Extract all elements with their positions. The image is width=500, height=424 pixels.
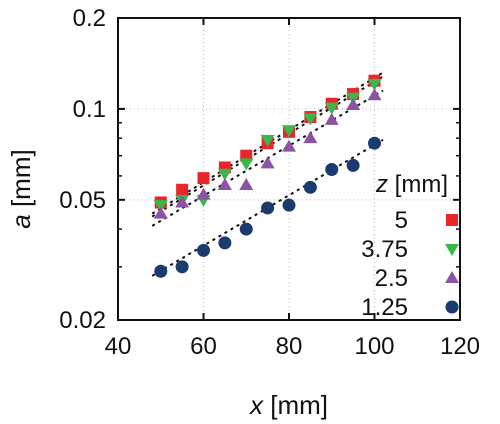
legend-label: 3.75 bbox=[361, 236, 408, 263]
y-tick-label: 0.2 bbox=[73, 5, 106, 32]
data-point bbox=[303, 180, 317, 194]
legend-marker bbox=[445, 271, 459, 283]
y-tick-label: 0.02 bbox=[59, 307, 106, 334]
data-point bbox=[153, 206, 168, 219]
data-point bbox=[217, 177, 232, 190]
data-point bbox=[196, 187, 211, 200]
data-point bbox=[260, 134, 275, 147]
legend-marker bbox=[446, 214, 458, 226]
y-axis-unit: [mm] bbox=[6, 149, 36, 214]
grid bbox=[118, 18, 460, 320]
legend-title: z [mm] bbox=[375, 171, 448, 198]
axis-ticks: 40 60 80 100 120 0.02 0.05 0.1 0.2 bbox=[59, 5, 480, 360]
data-point bbox=[346, 98, 361, 111]
data-point bbox=[239, 222, 253, 236]
data-point bbox=[175, 260, 189, 274]
x-axis-variable: x bbox=[248, 390, 264, 420]
fit-lines bbox=[151, 71, 384, 277]
x-tick-label: 40 bbox=[105, 333, 132, 360]
data-markers bbox=[153, 74, 382, 278]
data-point bbox=[175, 195, 190, 208]
data-point bbox=[325, 163, 339, 177]
legend-marker bbox=[445, 244, 459, 256]
data-point bbox=[239, 158, 254, 171]
y-axis-label: a [mm] bbox=[6, 149, 36, 228]
x-tick-label: 100 bbox=[354, 333, 394, 360]
data-point bbox=[324, 102, 339, 115]
legend-title-unit: [mm] bbox=[388, 171, 448, 198]
data-point bbox=[239, 177, 254, 190]
data-point bbox=[282, 139, 296, 152]
y-tick-label: 0.05 bbox=[59, 187, 106, 214]
data-point bbox=[197, 243, 210, 257]
legend: z [mm] 53.752.51.25 bbox=[361, 171, 459, 321]
data-point bbox=[217, 168, 232, 181]
data-point bbox=[346, 158, 360, 172]
legend-title-variable: z bbox=[375, 171, 388, 198]
data-point bbox=[176, 183, 189, 196]
data-point bbox=[368, 136, 381, 150]
x-axis-unit: [mm] bbox=[263, 390, 328, 420]
x-tick-label: 80 bbox=[276, 333, 303, 360]
y-tick-label: 0.1 bbox=[73, 96, 106, 123]
data-point bbox=[324, 112, 339, 125]
legend-label: 1.25 bbox=[361, 294, 408, 321]
data-point bbox=[303, 113, 318, 126]
data-point bbox=[260, 156, 275, 169]
data-point bbox=[367, 78, 382, 91]
data-point bbox=[197, 172, 210, 185]
x-tick-label: 60 bbox=[190, 333, 217, 360]
y-axis-variable: a bbox=[6, 214, 36, 228]
data-point bbox=[261, 201, 275, 215]
data-point bbox=[282, 198, 296, 212]
data-point bbox=[153, 200, 168, 213]
data-point bbox=[367, 88, 382, 101]
data-point bbox=[218, 236, 232, 250]
data-point bbox=[303, 131, 318, 144]
legend-label: 2.5 bbox=[375, 265, 408, 292]
legend-marker bbox=[445, 300, 459, 314]
x-axis-label: x [mm] bbox=[248, 390, 328, 420]
legend-label: 5 bbox=[395, 207, 408, 234]
data-point bbox=[154, 264, 168, 278]
data-point bbox=[282, 125, 296, 138]
x-tick-label: 120 bbox=[440, 333, 480, 360]
